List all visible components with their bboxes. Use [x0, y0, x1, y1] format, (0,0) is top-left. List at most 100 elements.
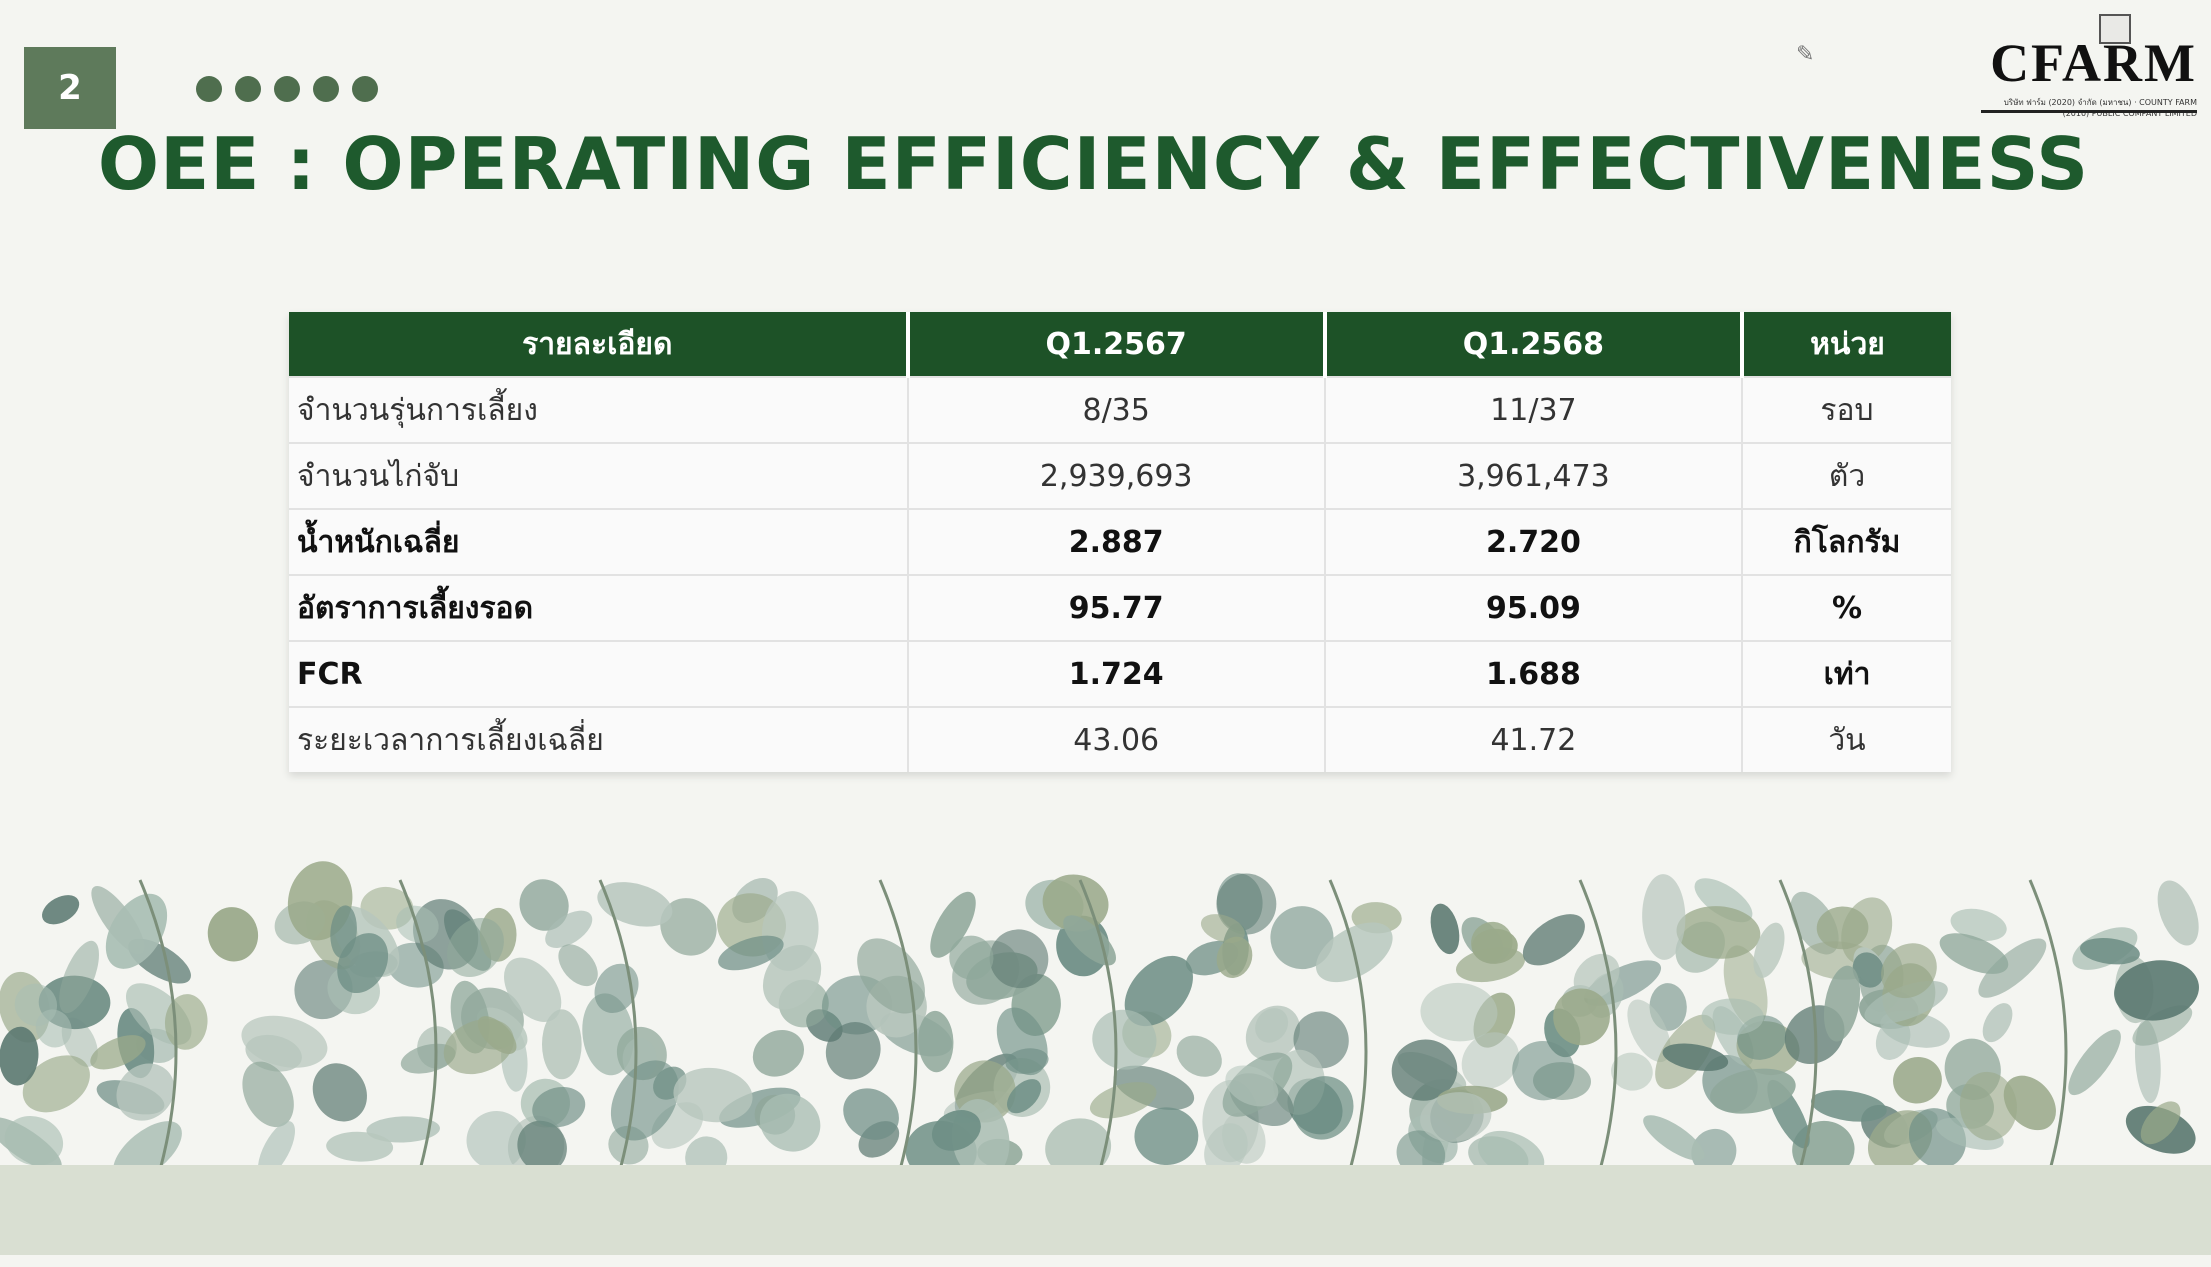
leaf-shape: [2140, 1101, 2181, 1145]
leaf-shape: [443, 1018, 514, 1075]
header-q1-2568: Q1.2568: [1324, 312, 1745, 377]
cell-unit: วัน: [1742, 706, 1951, 772]
leaf-shape: [519, 879, 569, 931]
leaf-shape: [2157, 880, 2199, 946]
cell-q1-2568: 11/37: [1324, 376, 1744, 443]
leaf-shape: [594, 963, 639, 1014]
leaf-shape: [1005, 1048, 1049, 1074]
leaf-shape: [1978, 938, 2047, 998]
leaf-shape: [1710, 1068, 1796, 1114]
leaf-shape: [517, 1120, 567, 1170]
leaf-shape: [1089, 1082, 1157, 1119]
cell-unit: รอบ: [1742, 376, 1951, 443]
leaf-shape: [1216, 936, 1253, 978]
logo-subtitle: บริษัท ฟาร์ม (2020) จำกัด (มหาชน) · COUN…: [2003, 98, 2197, 118]
leaf-shape: [1823, 965, 1861, 1042]
leaf-shape: [1420, 982, 1498, 1042]
leaf-shape: [1134, 1107, 1199, 1166]
leaf-shape: [558, 944, 598, 987]
leaf-shape: [4, 1116, 64, 1166]
table-row: จำนวนไก่จับ 2,939,693 3,961,473 ตัว: [289, 442, 1951, 509]
row-label: FCR: [289, 640, 909, 707]
leaf-shape: [1642, 874, 1686, 960]
leaf-stem: [878, 879, 918, 1170]
leaf-shape: [330, 905, 357, 959]
leaf-stem: [1778, 879, 1818, 1170]
table-row: จำนวนรุ่นการเลี้ยง 8/35 11/37 รอบ: [289, 376, 1951, 443]
leaf-shape: [1864, 980, 1948, 1024]
leaf-shape: [90, 1035, 146, 1070]
leaf-shape: [1662, 1043, 1729, 1072]
leaf-shape: [1811, 1090, 1887, 1122]
leaf-shape: [930, 891, 976, 958]
leaf-shape: [1816, 906, 1869, 950]
leaf-shape: [1471, 921, 1513, 964]
eucalyptus-foliage: [0, 861, 2199, 1170]
leaf-shape: [843, 1088, 899, 1140]
leaf-shape: [1204, 1123, 1248, 1170]
logo-wordmark: CFARM: [1990, 33, 2197, 93]
leaf-shape: [1691, 1128, 1737, 1170]
leaf-shape: [41, 895, 80, 925]
table-row: อัตราการเลี้ยงรอด 95.77 95.09 %: [289, 574, 1951, 641]
company-logo: CFARM บริษัท ฟาร์ม (2020) จำกัด (มหาชน) …: [1981, 10, 2197, 118]
leaf-shape: [1753, 922, 1785, 978]
leaf-stem: [1578, 879, 1618, 1170]
leaf-shape: [312, 1063, 367, 1122]
leaf-shape: [1045, 1118, 1112, 1170]
leaf-shape: [1270, 906, 1334, 970]
leaf-shape: [673, 1067, 753, 1123]
leaf-shape: [2068, 1029, 2121, 1096]
footer-band: [0, 1165, 2211, 1255]
leaf-shape: [257, 1121, 295, 1170]
cell-q1-2567: 8/35: [907, 376, 1326, 443]
leaf-shape: [1553, 988, 1610, 1046]
decorative-dots: [196, 76, 378, 102]
cell-q1-2568: 2.720: [1324, 508, 1744, 575]
leaf-shape: [14, 983, 58, 1027]
dot: [235, 76, 261, 102]
cell-unit: กิโลกรัม: [1742, 508, 1951, 575]
leaf-shape: [447, 917, 504, 978]
leaf-shape: [2132, 1005, 2193, 1046]
leaf-shape: [116, 1063, 175, 1121]
leaf-stem: [598, 879, 638, 1170]
header-q1-2567: Q1.2567: [907, 312, 1327, 377]
leaf-shape: [610, 1060, 679, 1141]
leaf-shape: [762, 944, 822, 1010]
dot: [274, 76, 300, 102]
leaf-shape: [1982, 1003, 2013, 1043]
leaf-shape: [22, 1055, 90, 1113]
leaf-shape: [242, 1061, 294, 1128]
slide-title: OEE : OPERATING EFFICIENCY & EFFECTIVENE…: [97, 122, 2090, 206]
leaf-shape: [2114, 960, 2199, 1021]
leaf-shape: [0, 1026, 39, 1086]
row-label: จำนวนรุ่นการเลี้ยง: [289, 376, 909, 443]
row-label: อัตราการเลี้ยงรอด: [289, 574, 909, 641]
dot: [352, 76, 378, 102]
leaf-shape: [1522, 914, 1585, 966]
leaf-shape: [1512, 1041, 1575, 1101]
leaf-stem: [1078, 879, 1118, 1170]
leaf-shape: [660, 898, 717, 956]
leaf-shape: [931, 1110, 981, 1151]
cell-unit: %: [1742, 574, 1951, 641]
leaf-shape: [1950, 908, 2007, 941]
leaf-shape: [1881, 943, 1937, 999]
cell-q1-2567: 2.887: [907, 508, 1326, 575]
cell-q1-2567: 43.06: [907, 706, 1326, 772]
cell-q1-2567: 2,939,693: [907, 442, 1326, 509]
leaf-shape: [1293, 1076, 1354, 1140]
cell-q1-2568: 1.688: [1324, 640, 1744, 707]
cell-unit: ตัว: [1742, 442, 1951, 509]
header-detail: รายละเอียด: [289, 312, 910, 377]
leaf-shape: [759, 1093, 821, 1152]
leaf-shape: [59, 940, 99, 1014]
leaf-shape: [1124, 955, 1193, 1027]
cell-q1-2567: 95.77: [907, 574, 1326, 641]
leaf-shape: [1461, 1032, 1520, 1089]
row-label: ระยะเวลาการเลี้ยงเฉลี่ย: [289, 706, 909, 772]
logo-underline: [1981, 110, 2197, 113]
leaf-shape: [545, 910, 593, 948]
leaf-shape: [989, 929, 1049, 989]
